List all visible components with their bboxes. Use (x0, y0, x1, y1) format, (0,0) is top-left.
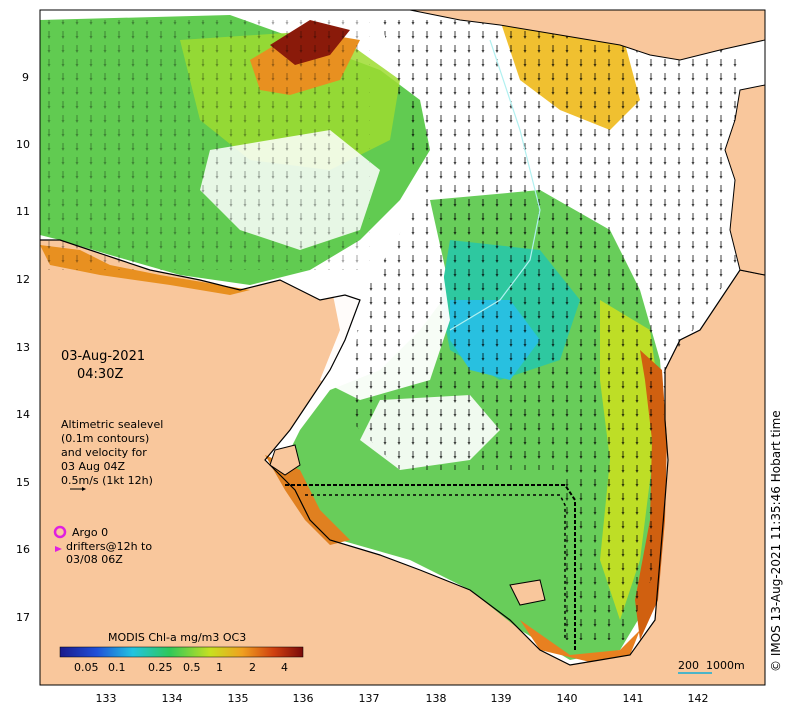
current-path-2 (305, 494, 566, 640)
info-line-2: (0.1m contours) (61, 432, 150, 445)
drifter-line-2: 03/08 06Z (66, 553, 123, 566)
lat-tick: 9 (22, 71, 29, 84)
lon-tick: 137 (358, 692, 380, 705)
date-label: 03-Aug-2021 (61, 349, 146, 364)
drifter-line-1: drifters@12h to (66, 540, 153, 553)
lat-tick: 12 (16, 273, 30, 286)
info-line-1: Altimetric sealevel (61, 418, 164, 431)
lat-tick: 11 (16, 205, 30, 218)
info-line-3: and velocity for (61, 446, 147, 459)
colorbar-tick: 0.5 (183, 661, 201, 674)
velocity-scale-arrowhead (82, 487, 86, 491)
lon-tick: 138 (425, 692, 447, 705)
lon-tick: 142 (687, 692, 709, 705)
drifter-marker (55, 546, 62, 552)
colorbar-tick: 0.25 (148, 661, 173, 674)
lon-tick: 141 (622, 692, 644, 705)
lat-tick: 15 (16, 476, 30, 489)
credit-label: © IMOS 13-Aug-2021 11:35:46 Hobart time (769, 410, 783, 672)
lat-tick: 10 (16, 138, 30, 151)
coastline (40, 239, 766, 666)
colorbar-tick: 0.1 (108, 661, 126, 674)
colorbar-title: MODIS Chl-a mg/m3 OC3 (108, 631, 247, 644)
colorbar-tick: 0.05 (74, 661, 99, 674)
lat-tick: 14 (16, 408, 30, 421)
argo-label: Argo 0 (72, 526, 109, 539)
lat-tick: 16 (16, 543, 30, 556)
lon-tick: 134 (161, 692, 183, 705)
info-line-5: 0.5m/s (1kt 12h) (61, 474, 153, 487)
scale-bar-label-2: 1000m (706, 659, 745, 672)
lon-tick: 135 (227, 692, 249, 705)
scale-bar-label: 200 (678, 659, 699, 672)
lon-tick: 133 (95, 692, 117, 705)
colorbar (59, 646, 304, 658)
current-path (285, 484, 576, 650)
lon-tick: 136 (292, 692, 314, 705)
velocity-vectors-west (40, 20, 370, 270)
lon-tick: 140 (556, 692, 578, 705)
info-line-4: 03 Aug 04Z (61, 460, 126, 473)
colorbar-tick: 2 (249, 661, 256, 674)
groote-island (269, 444, 301, 476)
time-label: 04:30Z (77, 367, 124, 382)
lon-tick: 139 (490, 692, 512, 705)
sealevel-contour (449, 39, 541, 331)
colorbar-tick: 1 (216, 661, 223, 674)
plot-frame (39, 9, 766, 686)
colorbar-tick: 4 (281, 661, 288, 674)
lat-tick: 13 (16, 341, 30, 354)
argo-marker (53, 525, 67, 539)
lat-tick: 17 (16, 611, 30, 624)
mornington-island (509, 579, 546, 606)
